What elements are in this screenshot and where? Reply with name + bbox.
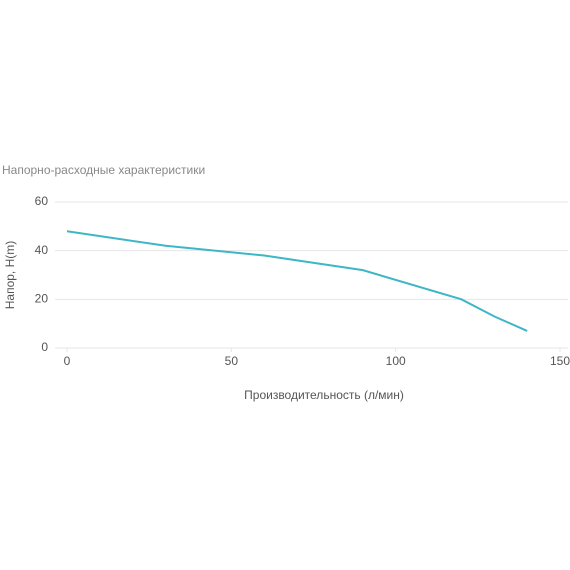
y-tick-label: 60 xyxy=(35,194,49,208)
x-tick-label: 0 xyxy=(64,354,71,368)
x-tick-label: 100 xyxy=(386,354,406,368)
y-tick-label: 20 xyxy=(35,292,49,306)
y-axis-label: Напор, H(m) xyxy=(3,241,17,310)
x-axis-label: Производительность (л/мин) xyxy=(244,388,404,402)
x-tick-label: 50 xyxy=(225,354,239,368)
y-tick-label: 0 xyxy=(41,340,48,354)
x-tick-label: 150 xyxy=(550,354,570,368)
chart-title: Напорно-расходные характеристики xyxy=(2,163,205,177)
data-line xyxy=(66,230,528,332)
y-tick-label: 40 xyxy=(35,243,49,257)
